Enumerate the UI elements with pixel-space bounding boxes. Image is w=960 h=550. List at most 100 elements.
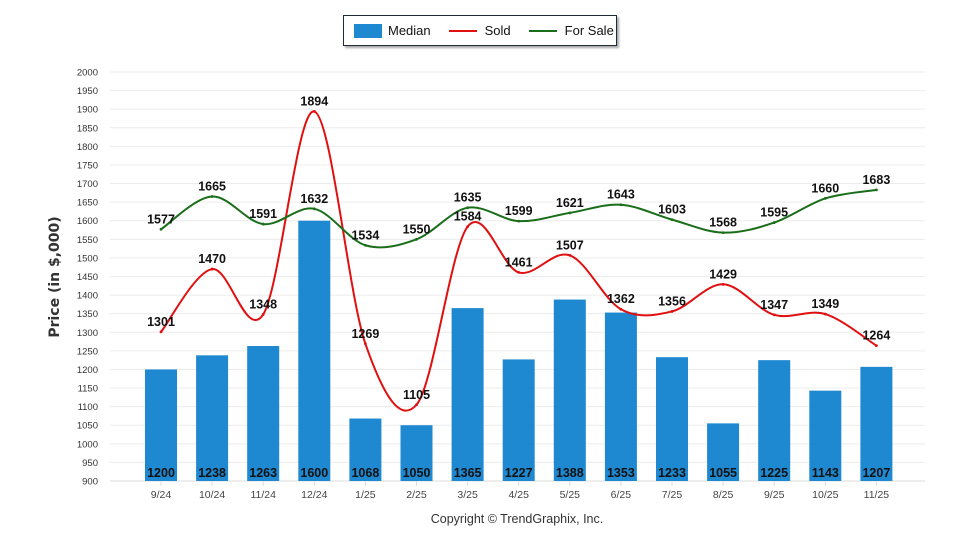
copyright-text: Copyright © TrendGraphix, Inc. — [430, 512, 604, 526]
x-tick-label: 11/24 — [250, 489, 276, 501]
for-sale-value-label: 1632 — [300, 192, 328, 206]
sold-point — [466, 225, 469, 229]
sold-value-label: 1347 — [760, 298, 788, 312]
y-tick-label: 1650 — [77, 198, 98, 209]
for-sale-point — [415, 237, 418, 241]
for-sale-value-label: 1534 — [351, 228, 379, 242]
y-tick-label: 1000 — [77, 439, 98, 450]
y-tick-label: 1600 — [77, 216, 98, 227]
legend-swatch-median — [354, 23, 382, 38]
median-bars — [145, 220, 893, 481]
y-tick-label: 1400 — [77, 291, 98, 302]
sold-value-label: 1349 — [811, 297, 839, 311]
legend-item-median[interactable]: Median — [354, 23, 431, 38]
legend-item-for-sale[interactable]: For Sale — [528, 23, 614, 38]
y-tick-label: 900 — [82, 477, 98, 488]
y-tick-label: 1900 — [77, 105, 98, 116]
sold-point — [875, 344, 878, 348]
x-tick-label: 4/25 — [508, 489, 529, 501]
median-bar — [604, 312, 637, 481]
for-sale-point — [159, 227, 163, 231]
sold-value-label: 1461 — [505, 255, 533, 269]
for-sale-value-label: 1665 — [198, 180, 226, 194]
y-axis-title: Price (in $,000) — [47, 216, 63, 337]
median-bar — [656, 357, 688, 481]
x-tick-label: 12/24 — [301, 489, 327, 501]
sold-value-label: 1584 — [454, 210, 482, 224]
median-value-label: 1353 — [607, 466, 635, 480]
for-sale-value-label: 1599 — [505, 204, 533, 218]
sold-value-label: 1470 — [198, 252, 226, 266]
for-sale-point — [721, 231, 725, 235]
sold-point — [159, 330, 163, 334]
for-sale-value-label: 1595 — [760, 206, 788, 220]
sold-point — [415, 403, 418, 407]
x-tick-label: 10/24 — [199, 489, 225, 501]
y-tick-label: 1450 — [77, 272, 98, 283]
sold-point — [568, 253, 572, 257]
sold-value-label: 1429 — [709, 267, 737, 281]
for-sale-point — [466, 206, 469, 210]
for-sale-point — [568, 211, 572, 215]
data-labels: 1200 1238 1263 1600 1068 1050 1365 1227 1388 1353… — [147, 94, 890, 480]
legend-label-for-sale: For Sale — [564, 23, 614, 38]
sold-point — [823, 312, 827, 316]
for-sale-value-label: 1643 — [607, 188, 635, 202]
median-bar — [298, 220, 331, 481]
y-tick-label: 1800 — [77, 142, 98, 153]
y-tick-label: 1250 — [77, 346, 98, 357]
sold-line — [160, 110, 877, 412]
sold-value-label: 1348 — [249, 297, 277, 311]
median-bar — [400, 425, 433, 481]
x-tick-label: 8/25 — [713, 489, 734, 501]
median-bar — [553, 299, 586, 481]
for-sale-point — [670, 218, 674, 222]
for-sale-value-label: 1550 — [403, 222, 431, 236]
median-bar — [707, 423, 740, 481]
median-value-label: 1068 — [351, 466, 379, 480]
median-bar — [145, 369, 177, 481]
gridlines — [110, 71, 925, 482]
legend: Median Sold For Sale — [343, 15, 617, 46]
sold-point — [517, 271, 521, 274]
median-value-label: 1227 — [505, 466, 533, 480]
x-tick-label: 6/25 — [611, 489, 632, 501]
median-value-label: 1600 — [300, 466, 328, 480]
median-value-label: 1200 — [147, 466, 175, 480]
for-sale-point — [619, 203, 623, 207]
sold-point — [210, 267, 214, 271]
for-sale-point — [517, 219, 521, 223]
for-sale-value-label: 1577 — [147, 212, 175, 226]
sold-value-label: 1362 — [607, 292, 635, 306]
y-tick-label: 1500 — [77, 253, 98, 264]
for-sale-point — [875, 188, 878, 192]
sold-point — [312, 110, 316, 113]
median-bar — [502, 359, 535, 481]
x-tick-label: 7/25 — [662, 489, 683, 501]
sold-value-label: 1269 — [351, 327, 379, 341]
median-value-label: 1225 — [760, 466, 788, 480]
median-bar — [860, 366, 893, 481]
x-tick-label: 9/24 — [151, 489, 172, 501]
for-sale-point — [210, 195, 214, 198]
for-sale-value-label: 1683 — [862, 173, 890, 187]
legend-item-sold[interactable]: Sold — [448, 23, 511, 38]
median-bar — [196, 355, 229, 481]
median-value-label: 1055 — [709, 466, 737, 480]
y-tick-label: 1950 — [77, 86, 98, 97]
median-value-label: 1207 — [862, 466, 890, 480]
median-bar — [451, 308, 484, 481]
median-value-label: 1365 — [454, 466, 482, 480]
sold-point — [670, 310, 674, 313]
x-tick-label: 5/25 — [560, 489, 581, 501]
y-tick-label: 1100 — [78, 402, 98, 413]
sold-value-label: 1507 — [556, 238, 584, 252]
for-sale-point — [312, 207, 316, 211]
y-tick-label: 1550 — [77, 235, 98, 246]
x-tick-label: 3/25 — [457, 489, 478, 501]
median-bar — [247, 346, 280, 481]
for-sale-value-label: 1635 — [454, 191, 482, 205]
median-value-label: 1050 — [403, 466, 431, 480]
for-sale-value-label: 1591 — [249, 207, 277, 221]
